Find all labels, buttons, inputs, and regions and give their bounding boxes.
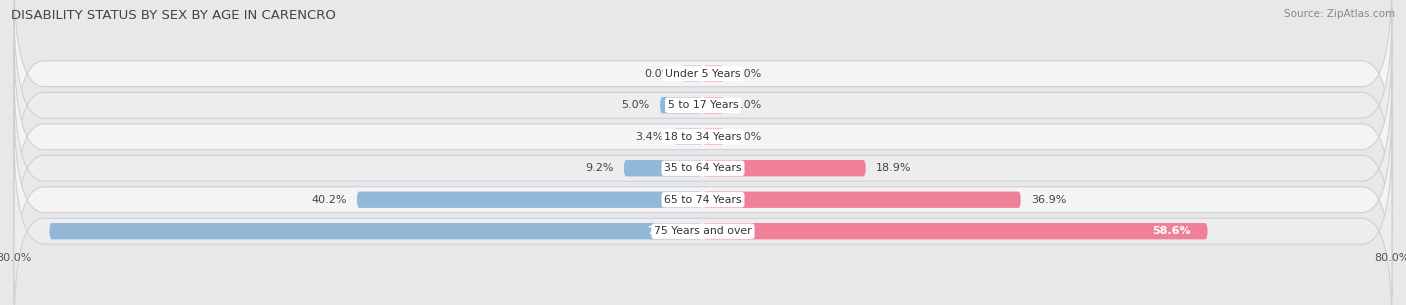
FancyBboxPatch shape <box>703 192 1021 208</box>
FancyBboxPatch shape <box>659 97 703 113</box>
FancyBboxPatch shape <box>49 223 703 239</box>
Text: 40.2%: 40.2% <box>311 195 346 205</box>
Text: 0.0%: 0.0% <box>733 69 762 79</box>
FancyBboxPatch shape <box>14 71 1392 266</box>
FancyBboxPatch shape <box>14 102 1392 297</box>
Text: 9.2%: 9.2% <box>585 163 613 173</box>
Text: 58.6%: 58.6% <box>1152 226 1191 236</box>
Text: 35 to 64 Years: 35 to 64 Years <box>664 163 742 173</box>
FancyBboxPatch shape <box>703 129 724 145</box>
FancyBboxPatch shape <box>14 134 1392 305</box>
Text: 75.9%: 75.9% <box>647 226 686 236</box>
Text: Source: ZipAtlas.com: Source: ZipAtlas.com <box>1284 9 1395 19</box>
Text: Under 5 Years: Under 5 Years <box>665 69 741 79</box>
Text: 0.0%: 0.0% <box>733 132 762 142</box>
Text: 18.9%: 18.9% <box>876 163 911 173</box>
Text: 5.0%: 5.0% <box>621 100 650 110</box>
Text: 18 to 34 Years: 18 to 34 Years <box>664 132 742 142</box>
Text: DISABILITY STATUS BY SEX BY AGE IN CARENCRO: DISABILITY STATUS BY SEX BY AGE IN CAREN… <box>11 9 336 22</box>
FancyBboxPatch shape <box>14 8 1392 203</box>
FancyBboxPatch shape <box>673 129 703 145</box>
FancyBboxPatch shape <box>703 66 724 82</box>
Text: 5 to 17 Years: 5 to 17 Years <box>668 100 738 110</box>
Text: 3.4%: 3.4% <box>636 132 664 142</box>
Text: 36.9%: 36.9% <box>1031 195 1067 205</box>
FancyBboxPatch shape <box>14 0 1392 171</box>
Text: 0.0%: 0.0% <box>733 100 762 110</box>
FancyBboxPatch shape <box>624 160 703 176</box>
FancyBboxPatch shape <box>682 66 703 82</box>
FancyBboxPatch shape <box>703 223 1208 239</box>
FancyBboxPatch shape <box>703 97 724 113</box>
Text: 0.0%: 0.0% <box>644 69 673 79</box>
FancyBboxPatch shape <box>703 160 866 176</box>
Text: 75 Years and over: 75 Years and over <box>654 226 752 236</box>
Text: 65 to 74 Years: 65 to 74 Years <box>664 195 742 205</box>
FancyBboxPatch shape <box>357 192 703 208</box>
FancyBboxPatch shape <box>14 39 1392 234</box>
